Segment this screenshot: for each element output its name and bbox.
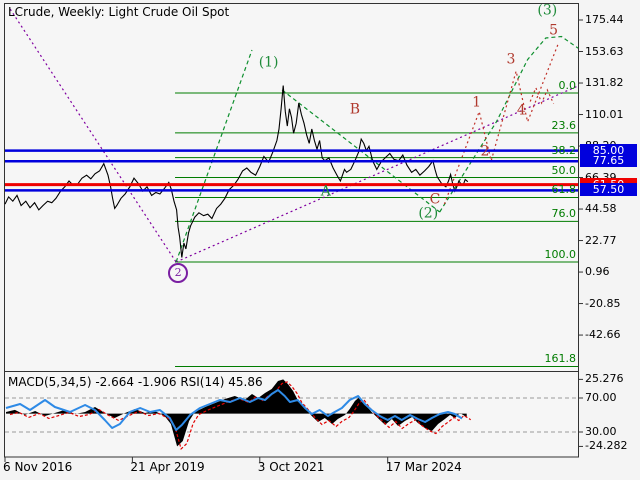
y-axis-label: -42.66 — [585, 328, 621, 342]
indicator-axis-label: -24.282 — [585, 439, 628, 453]
x-axis-label: 3 Oct 2021 — [257, 460, 325, 474]
trendline-projection-red-minor[interactable] — [529, 86, 555, 105]
wave-label-B[interactable]: B — [349, 101, 361, 118]
y-axis-label: 131.82 — [585, 76, 624, 90]
price-level-box-77.65[interactable]: 77.65 — [580, 154, 637, 167]
price-level-box-57.50[interactable]: 57.50 — [580, 183, 637, 196]
wave-label-5[interactable]: 5 — [549, 22, 559, 39]
x-axis-label: 6 Nov 2016 — [3, 460, 73, 474]
y-axis-label: 44.58 — [585, 202, 617, 216]
fib-label-161.8: 161.8 — [544, 352, 577, 366]
fib-label-0.0: 0.0 — [558, 79, 577, 92]
circled-wave-label-2[interactable]: 2 — [168, 262, 189, 283]
fib-label-61.8: 61.8 — [551, 183, 577, 197]
trendline-descending-support[interactable] — [9, 8, 177, 263]
y-axis-label: 110.01 — [585, 107, 624, 121]
wave-label-1[interactable]: 1 — [472, 94, 482, 111]
indicator-axis-label: 30.00 — [585, 425, 617, 438]
wave-label-4[interactable]: 4 — [516, 102, 526, 119]
trendline-projection-red-zigzag[interactable] — [443, 42, 560, 205]
trendline-impulse-trend[interactable] — [175, 49, 253, 263]
price-level-box-85.00[interactable]: 85.00 — [580, 144, 637, 157]
wave-label-1[interactable]: (1) — [258, 54, 279, 71]
wave-label-2[interactable]: 2 — [480, 143, 490, 160]
x-axis-label: 21 Apr 2019 — [130, 460, 205, 474]
trendline-projection-green[interactable] — [439, 35, 579, 213]
indicator-axis-label: 70.00 — [585, 390, 617, 404]
macd-signal-line — [9, 381, 472, 451]
wave-label-2[interactable]: (2) — [418, 205, 439, 222]
y-axis-label: 153.63 — [585, 44, 624, 58]
chart-title: LCrude, Weekly: Light Crude Oil Spot — [8, 5, 230, 19]
macd-histogram — [6, 379, 467, 447]
wave-label-C[interactable]: C — [429, 191, 441, 208]
indicator-label: MACD(5,34,5) -2.664 -1.906 RSI(14) 45.86 — [8, 375, 263, 389]
wave-label-3[interactable]: 3 — [506, 51, 516, 68]
price-panel — [4, 3, 579, 372]
y-axis-label: 22.77 — [585, 233, 617, 247]
wave-label-3[interactable]: (3) — [537, 1, 558, 18]
y-axis-label: 0.96 — [585, 265, 610, 279]
indicator-axis-label: 25.276 — [585, 372, 624, 386]
fib-label-50.0: 50.0 — [551, 163, 577, 177]
y-axis-label: -20.85 — [585, 296, 621, 310]
fib-label-38.2: 38.2 — [551, 143, 577, 157]
fib-label-100.0: 100.0 — [544, 248, 577, 262]
y-axis-label: 175.44 — [585, 13, 624, 26]
rsi-line — [5, 389, 463, 431]
fib-label-23.6: 23.6 — [551, 118, 577, 132]
fib-label-76.0: 76.0 — [551, 207, 577, 221]
x-axis-label: 17 Mar 2024 — [385, 460, 462, 474]
wave-label-A[interactable]: A — [320, 183, 331, 200]
